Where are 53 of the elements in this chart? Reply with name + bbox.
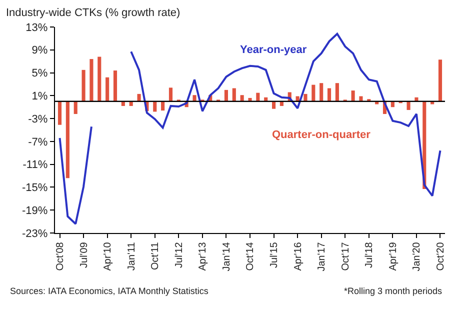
bar	[74, 101, 78, 114]
bar	[161, 101, 165, 111]
bar	[438, 60, 442, 102]
x-tick-label: Apr'19	[388, 242, 399, 271]
bar	[106, 77, 110, 102]
y-tick-label: -3%	[28, 113, 48, 126]
y-tick-label: -23%	[22, 228, 48, 240]
x-tick-label: Jul'18	[364, 242, 376, 268]
bar	[320, 83, 324, 102]
x-tick-label: Jul'09	[78, 242, 90, 268]
x-tick-label: Oct'17	[340, 242, 352, 271]
y-tick-label: -15%	[22, 182, 48, 194]
bar	[82, 70, 86, 102]
x-tick-label: Apr'16	[292, 242, 304, 271]
y-tick-label: 13%	[26, 22, 48, 34]
source-note: Sources: IATA Economics, IATA Monthly Statistics	[10, 286, 209, 296]
bar	[153, 101, 157, 112]
bar	[312, 84, 316, 102]
y-tick-label: -11%	[22, 159, 48, 172]
x-tick-label: Jul'12	[174, 242, 185, 268]
bar	[406, 101, 410, 110]
x-tick-label: Jul'15	[269, 242, 280, 268]
bar	[90, 59, 94, 102]
bar	[232, 88, 236, 102]
bar	[327, 88, 332, 102]
x-tick-label: Jan'20	[412, 242, 423, 272]
series-label: Quarter-on-quarter	[272, 129, 372, 141]
bar	[224, 90, 228, 102]
bar	[98, 56, 102, 102]
x-tick-label: Apr'13	[198, 242, 209, 271]
x-tick-label: Apr'10	[102, 242, 114, 271]
bar	[66, 101, 70, 178]
y-tick-label: 1%	[32, 90, 48, 103]
bar	[351, 90, 355, 102]
bar	[272, 101, 276, 109]
x-tick-label: Oct'14	[245, 242, 256, 271]
chart-title: Industry-wide CTKs (% growth rate)	[6, 7, 180, 19]
y-tick-label: -7%	[28, 136, 48, 148]
x-tick-label: Jan'14	[221, 242, 232, 272]
series-label: Year-on-year	[240, 44, 308, 56]
y-tick-label: -19%	[22, 204, 48, 217]
bar	[168, 88, 173, 102]
bar	[113, 70, 118, 102]
bar	[335, 83, 339, 102]
x-tick-label: Oct'11	[150, 242, 162, 270]
y-tick-label: 5%	[32, 68, 48, 80]
text: *Rolling 3 month periods	[344, 286, 443, 296]
x-tick-label: Jan'17	[316, 242, 328, 272]
x-tick-label: Jan'11	[126, 242, 138, 271]
y-tick-label: 9%	[32, 44, 48, 57]
bar	[58, 101, 62, 125]
x-tick-label: Oct'20	[435, 242, 446, 271]
x-tick-label: Oct'08	[55, 242, 66, 271]
